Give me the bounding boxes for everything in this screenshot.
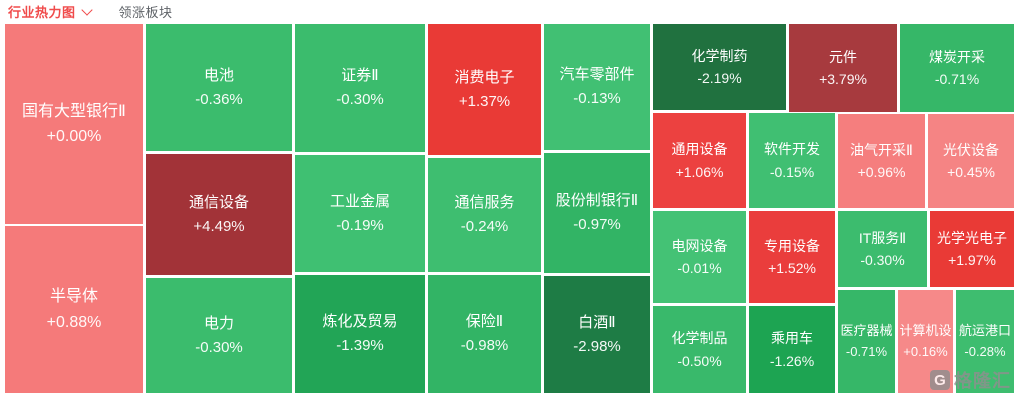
treemap-tile[interactable]: 电力 -0.30% <box>146 278 292 393</box>
tile-change: -0.15% <box>769 163 815 180</box>
treemap-tile[interactable]: 消费电子 +1.37% <box>428 24 541 155</box>
tile-change: -0.30% <box>336 91 384 108</box>
tile-name: 汽车零部件 <box>559 66 635 84</box>
tile-change: -0.36% <box>195 90 243 108</box>
tile-name: 乘用车 <box>771 330 813 347</box>
tile-change: -0.30% <box>860 252 905 268</box>
tile-name: 通用设备 <box>671 141 728 158</box>
treemap-tile[interactable]: 计算机设 +0.16% <box>898 290 953 393</box>
treemap-tile[interactable]: 半导体 +0.88% <box>5 226 143 393</box>
treemap-tile[interactable]: 光学光电子 +1.97% <box>930 211 1014 287</box>
tile-name: 白酒Ⅱ <box>578 313 616 331</box>
tile-name: 元件 <box>829 48 857 65</box>
treemap-tile[interactable]: 汽车零部件 -0.13% <box>544 24 650 150</box>
treemap-tile[interactable]: 乘用车 -1.26% <box>749 306 835 393</box>
tile-change: -0.13% <box>573 90 621 107</box>
tile-change: -0.71% <box>845 343 888 359</box>
treemap-tile[interactable]: 光伏设备 +0.45% <box>928 114 1014 208</box>
tile-change: -0.98% <box>460 337 509 354</box>
treemap-tile[interactable]: 保险Ⅱ -0.98% <box>428 275 541 393</box>
tile-name: 电力 <box>203 314 234 332</box>
treemap-tile[interactable]: 电池 -0.36% <box>146 24 292 151</box>
tile-name: 专用设备 <box>764 237 820 254</box>
tile-name: 通信服务 <box>454 194 515 212</box>
tile-change: +3.79% <box>819 71 867 87</box>
heatmap-header: 行业热力图 领涨板块 <box>0 0 1017 22</box>
tile-change: -0.71% <box>934 71 980 87</box>
tile-change: -0.01% <box>677 260 722 276</box>
tile-change: +0.96% <box>857 164 906 180</box>
tile-change: +4.49% <box>193 217 245 235</box>
tile-change: -2.19% <box>697 70 742 86</box>
treemap-tile[interactable]: 化学制药 -2.19% <box>653 24 786 110</box>
tile-name: 化学制品 <box>671 330 728 347</box>
treemap-tile[interactable]: 软件开发 -0.15% <box>749 113 835 208</box>
treemap-tile[interactable]: 通用设备 +1.06% <box>653 113 746 208</box>
treemap-tile[interactable]: 油气开采Ⅱ +0.96% <box>838 114 925 208</box>
tile-name: 电网设备 <box>671 237 728 254</box>
tile-change: +0.45% <box>947 164 995 180</box>
treemap-tile[interactable]: 炼化及贸易 -1.39% <box>295 275 425 393</box>
tile-change: +0.88% <box>46 313 102 331</box>
tile-name: 证券Ⅱ <box>341 67 379 85</box>
tile-name: 光学光电子 <box>937 229 1007 246</box>
treemap-tile[interactable]: 医疗器械 -0.71% <box>838 290 895 393</box>
tile-name: 航运港口 <box>958 322 1011 338</box>
tile-name: 软件开发 <box>764 141 820 158</box>
tile-name: 化学制药 <box>691 47 748 64</box>
tile-change: +1.97% <box>948 252 996 268</box>
chevron-down-icon <box>80 3 93 16</box>
tile-name: 煤炭开采 <box>929 48 985 65</box>
tile-name: 炼化及贸易 <box>322 313 398 331</box>
treemap-tile[interactable]: 化学制品 -0.50% <box>653 306 746 393</box>
tile-name: 医疗器械 <box>840 322 893 338</box>
tile-change: +1.52% <box>768 260 816 276</box>
treemap-tile[interactable]: 通信服务 -0.24% <box>428 158 541 272</box>
tile-change: +1.37% <box>458 92 511 110</box>
tile-name: 电池 <box>203 66 234 84</box>
tile-name: 股份制银行Ⅱ <box>555 192 639 210</box>
tile-name: 国有大型银行Ⅱ <box>22 102 126 120</box>
treemap-tile[interactable]: 股份制银行Ⅱ -0.97% <box>544 153 650 273</box>
tile-change: -0.24% <box>460 218 509 235</box>
treemap-tile[interactable]: 电网设备 -0.01% <box>653 211 746 303</box>
heatmap-title-dropdown[interactable]: 行业热力图 <box>8 2 93 21</box>
tab-leading-sectors[interactable]: 领涨板块 <box>118 4 173 20</box>
tile-change: +0.00% <box>46 128 102 145</box>
tile-name: 保险Ⅱ <box>465 313 504 331</box>
tile-change: -0.97% <box>573 216 621 233</box>
treemap-tile[interactable]: 国有大型银行Ⅱ +0.00% <box>5 24 143 224</box>
treemap-tile[interactable]: 通信设备 +4.49% <box>146 154 292 275</box>
tile-name: 半导体 <box>49 288 98 306</box>
treemap-tile[interactable]: 煤炭开采 -0.71% <box>900 24 1014 112</box>
treemap-tile[interactable]: 航运港口 -0.28% <box>956 290 1014 393</box>
tile-change: -2.98% <box>573 337 621 355</box>
treemap-tile[interactable]: 白酒Ⅱ -2.98% <box>544 276 650 393</box>
tile-change: -0.30% <box>195 338 243 356</box>
tile-name: 油气开采Ⅱ <box>850 141 913 158</box>
tile-change: -0.19% <box>336 216 384 234</box>
treemap-tile[interactable]: 证券Ⅱ -0.30% <box>295 24 425 152</box>
tile-change: +1.06% <box>675 163 724 180</box>
treemap-tile[interactable]: 元件 +3.79% <box>789 24 897 112</box>
tile-change: +0.16% <box>903 343 948 359</box>
tile-name: 光伏设备 <box>943 141 999 158</box>
tile-name: 消费电子 <box>454 68 515 86</box>
tile-name: 计算机设 <box>899 322 952 338</box>
tile-change: -0.28% <box>964 343 1006 359</box>
tile-name: 工业金属 <box>329 192 390 210</box>
page-title: 行业热力图 <box>8 4 76 20</box>
treemap-tile[interactable]: IT服务Ⅱ -0.30% <box>838 211 927 287</box>
treemap-tile[interactable]: 专用设备 +1.52% <box>749 211 835 303</box>
treemap-tile[interactable]: 工业金属 -0.19% <box>295 155 425 272</box>
tile-name: 通信设备 <box>188 193 249 211</box>
tile-name: IT服务Ⅱ <box>858 229 907 246</box>
tile-change: -1.26% <box>769 352 815 369</box>
tile-change: -1.39% <box>336 337 384 354</box>
tile-change: -0.50% <box>677 352 722 369</box>
